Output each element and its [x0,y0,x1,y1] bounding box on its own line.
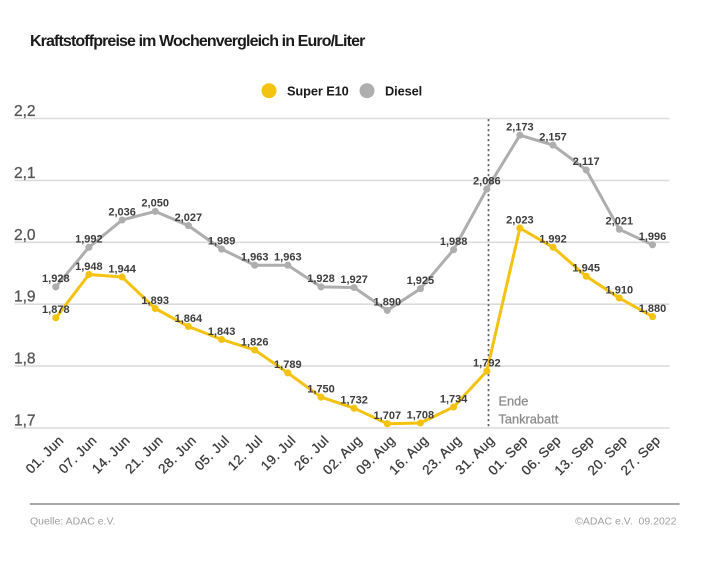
svg-text:Ende: Ende [499,394,529,409]
svg-text:1,789: 1,789 [274,359,302,371]
svg-text:2,157: 2,157 [539,131,567,143]
svg-text:1,750: 1,750 [307,383,335,395]
svg-text:©ADAC e.V. 09.2022: ©ADAC e.V. 09.2022 [575,516,676,528]
svg-text:1,890: 1,890 [374,297,402,309]
svg-text:2,2: 2,2 [14,103,36,120]
svg-text:2,050: 2,050 [141,198,169,210]
svg-text:2,173: 2,173 [506,122,534,134]
svg-text:2,1: 2,1 [14,165,36,182]
svg-text:1,944: 1,944 [108,263,136,275]
svg-text:2,036: 2,036 [108,206,136,218]
svg-text:1,708: 1,708 [407,409,435,421]
svg-text:1,989: 1,989 [208,235,236,247]
svg-text:1,948: 1,948 [75,261,103,273]
svg-text:1,996: 1,996 [639,231,667,243]
svg-text:1,864: 1,864 [175,313,203,325]
svg-text:1,963: 1,963 [274,252,302,264]
svg-text:2,0: 2,0 [14,227,36,244]
svg-text:2,023: 2,023 [506,214,534,226]
svg-text:1,843: 1,843 [208,326,236,338]
svg-text:1,893: 1,893 [141,295,169,307]
svg-text:2,021: 2,021 [606,216,634,228]
svg-text:1,732: 1,732 [340,395,368,407]
svg-text:1,878: 1,878 [42,304,70,316]
svg-text:1,925: 1,925 [407,275,435,287]
svg-text:1,792: 1,792 [473,357,501,369]
svg-text:1,928: 1,928 [42,273,70,285]
svg-text:Diesel: Diesel [385,84,422,99]
svg-text:Super E10: Super E10 [287,84,349,99]
svg-text:1,992: 1,992 [75,234,103,246]
svg-text:Tankrabatt: Tankrabatt [499,412,559,427]
svg-text:1,880: 1,880 [639,303,667,315]
svg-text:Kraftstoffpreise im Wochenverg: Kraftstoffpreise im Wochenvergleich in E… [30,33,365,50]
svg-text:2,027: 2,027 [175,212,203,224]
svg-text:2,086: 2,086 [473,175,501,187]
svg-text:1,826: 1,826 [241,336,269,348]
svg-text:1,7: 1,7 [14,413,36,430]
svg-text:1,707: 1,707 [374,410,402,422]
svg-text:1,928: 1,928 [307,273,335,285]
svg-text:1,988: 1,988 [440,236,468,248]
svg-text:1,992: 1,992 [539,234,567,246]
svg-text:1,910: 1,910 [606,284,634,296]
svg-text:1,945: 1,945 [572,263,600,275]
svg-text:Quelle: ADAC e.V.: Quelle: ADAC e.V. [30,516,115,528]
svg-text:1,963: 1,963 [241,252,269,264]
svg-text:1,927: 1,927 [340,274,368,286]
svg-text:1,8: 1,8 [14,351,36,368]
svg-text:1,734: 1,734 [440,393,468,405]
svg-text:1,9: 1,9 [14,289,36,306]
svg-text:2,117: 2,117 [573,156,600,168]
